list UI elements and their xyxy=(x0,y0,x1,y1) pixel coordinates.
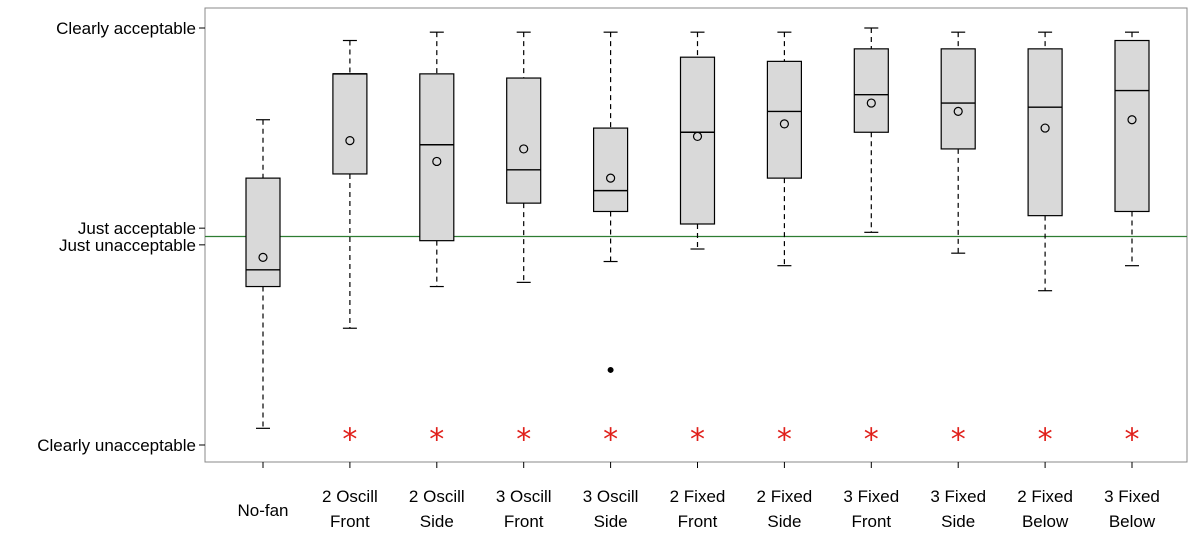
x-tick-label-line1: 3 Fixed xyxy=(1104,487,1160,506)
x-tick-label: No-fan xyxy=(237,501,288,520)
y-tick-label: Clearly acceptable xyxy=(56,19,196,38)
significance-marker: * xyxy=(516,422,531,457)
significance-marker: * xyxy=(342,422,357,457)
box-group: * xyxy=(853,27,889,457)
box-iqr xyxy=(506,77,542,204)
significance-marker: * xyxy=(864,422,879,457)
box-iqr xyxy=(592,127,629,213)
box-group: * xyxy=(332,39,368,457)
x-tick-label-line1: 3 Oscill xyxy=(496,487,552,506)
box-iqr xyxy=(245,177,281,288)
mean-marker xyxy=(1040,123,1050,133)
x-tick-label-line2: Side xyxy=(420,512,454,531)
box-group: * xyxy=(766,31,803,457)
box-group: * xyxy=(679,31,716,457)
x-tick-label-line2: Below xyxy=(1109,512,1156,531)
box-iqr xyxy=(853,48,889,133)
box-group: * xyxy=(419,31,455,457)
x-tick-label-line1: 2 Fixed xyxy=(757,487,813,506)
x-tick-label-line1: 3 Fixed xyxy=(843,487,899,506)
box-iqr xyxy=(332,73,368,175)
box-iqr xyxy=(1114,39,1150,213)
outlier-point xyxy=(607,366,614,373)
mean-marker xyxy=(519,144,529,154)
x-tick-label-line2: Side xyxy=(767,512,801,531)
mean-marker xyxy=(432,156,442,167)
significance-marker: * xyxy=(690,422,705,457)
significance-marker: * xyxy=(603,422,618,457)
x-tick-label-line1: 2 Fixed xyxy=(670,487,726,506)
y-tick-label: Just unacceptable xyxy=(59,236,196,255)
x-tick-label-line2: Front xyxy=(330,512,370,531)
x-tick-label-line2: Front xyxy=(504,512,544,531)
x-tick-label-line2: Front xyxy=(678,512,718,531)
mean-marker xyxy=(866,98,876,108)
boxes-layer: * * * * * * * * * * xyxy=(245,27,1150,457)
x-axis: No-fan 2 Oscill Front 2 Oscill Side 3 Oscill F… xyxy=(237,462,1160,531)
significance-marker: * xyxy=(1038,422,1053,457)
mean-marker xyxy=(779,119,790,129)
x-tick-label-line2: Front xyxy=(851,512,891,531)
mean-marker xyxy=(1127,115,1137,125)
x-tick-label-line1: 3 Fixed xyxy=(930,487,986,506)
significance-marker: * xyxy=(429,422,444,457)
x-tick-label-line2: Side xyxy=(594,512,628,531)
box-iqr xyxy=(940,48,976,150)
mean-marker xyxy=(345,135,355,146)
y-tick-label: Clearly unacceptable xyxy=(37,436,196,455)
box-group xyxy=(245,119,281,429)
mean-marker xyxy=(258,252,268,262)
significance-marker: * xyxy=(951,422,966,457)
x-tick-label-line1: 2 Oscill xyxy=(322,487,378,506)
y-tick-label: Just acceptable xyxy=(78,219,196,238)
box-group: * xyxy=(592,31,629,457)
mean-marker xyxy=(605,173,616,183)
box-group: * xyxy=(940,31,976,457)
mean-marker xyxy=(692,131,703,142)
x-tick-label-line2: Below xyxy=(1022,512,1069,531)
box-group: * xyxy=(506,31,542,457)
mean-marker xyxy=(953,106,963,117)
x-tick-label-line1: 3 Oscill xyxy=(583,487,639,506)
x-tick-label-line2: Side xyxy=(941,512,975,531)
x-tick-label-line1: 2 Fixed xyxy=(1017,487,1073,506)
box-group: * xyxy=(1027,31,1063,457)
box-group: * xyxy=(1114,31,1150,457)
x-tick-label-line1: 2 Oscill xyxy=(409,487,465,506)
significance-marker: * xyxy=(1125,422,1140,457)
significance-marker: * xyxy=(777,422,792,457)
